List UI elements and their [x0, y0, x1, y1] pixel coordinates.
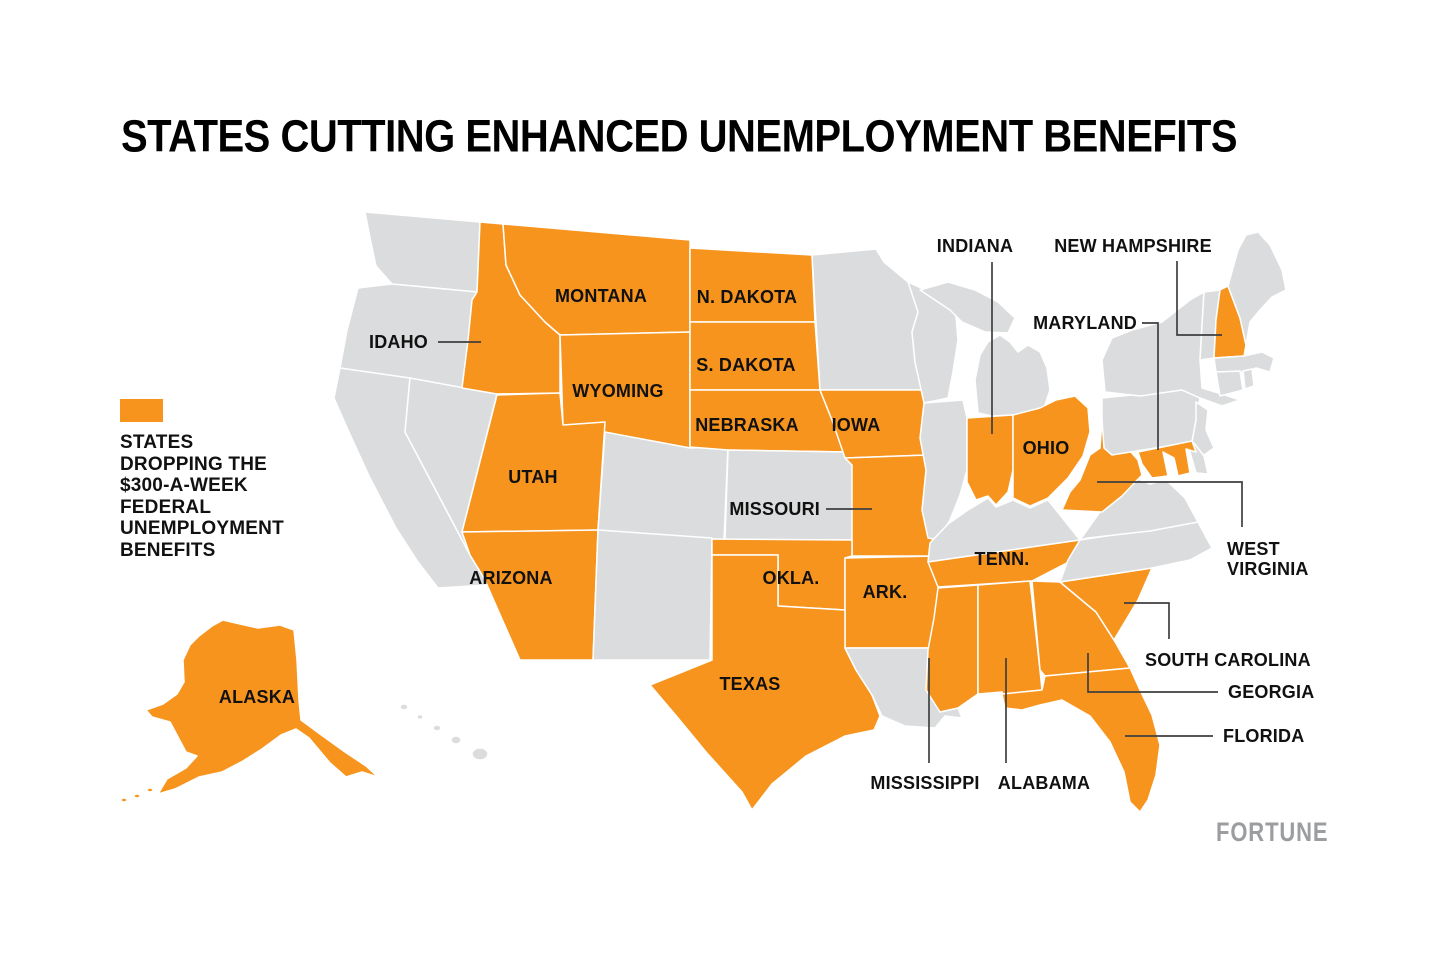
- state-indiana: [966, 414, 1014, 506]
- state-michigan: [974, 334, 1051, 417]
- state-kansas: [724, 449, 857, 541]
- label-nebraska: NEBRASKA: [695, 415, 799, 435]
- state-alaska-aleutian-2: [133, 793, 141, 799]
- label-utah: UTAH: [508, 467, 558, 487]
- state-alaska-aleutian-3: [120, 797, 128, 803]
- label-alaska: ALASKA: [218, 687, 296, 707]
- leader-new-hampshire: [1176, 261, 1222, 336]
- label-south-dakota: S. DAKOTA: [696, 355, 796, 375]
- label-arkansas: ARK.: [862, 582, 908, 602]
- state-rhode-island: [1242, 368, 1255, 390]
- label-georgia: GEORGIA: [1228, 682, 1315, 702]
- state-shapes: [120, 211, 1287, 813]
- leader-lines: [438, 261, 1243, 763]
- label-arizona: ARIZONA: [469, 568, 553, 588]
- legend-swatch: [120, 399, 163, 422]
- label-mississippi: MISSISSIPPI: [870, 773, 980, 793]
- state-arizona: [461, 529, 599, 661]
- leader-south-carolina: [1124, 602, 1170, 639]
- label-alabama: ALABAMA: [997, 773, 1091, 793]
- legend: STATES DROPPING THE $300-A-WEEK FEDERAL …: [120, 399, 330, 561]
- state-hawaii-island-1: [399, 703, 409, 711]
- state-new-mexico: [592, 529, 713, 661]
- label-ohio: OHIO: [1022, 438, 1070, 458]
- legend-label: STATES DROPPING THE $300-A-WEEK FEDERAL …: [120, 432, 284, 561]
- label-missouri: MISSOURI: [729, 499, 820, 519]
- state-hawaii-island-4: [450, 735, 462, 745]
- state-maine: [1227, 231, 1287, 346]
- label-florida: FLORIDA: [1223, 726, 1305, 746]
- state-washington: [364, 211, 481, 293]
- label-new-hampshire: NEW HAMPSHIRE: [1054, 236, 1212, 256]
- state-new-york: [1101, 291, 1241, 407]
- page-title: STATES CUTTING ENHANCED UNEMPLOYMENT BEN…: [121, 111, 1238, 162]
- leader-west-virginia: [1097, 481, 1243, 527]
- label-west-virginia: WEST VIRGINIA: [1227, 539, 1309, 579]
- state-north-dakota: [689, 247, 816, 323]
- fortune-logo: FORTUNE: [1216, 817, 1329, 848]
- state-florida: [1001, 667, 1161, 813]
- leader-maryland: [1142, 322, 1159, 450]
- state-hawaii-island-2: [416, 713, 424, 721]
- state-alaska-aleutian-1: [146, 787, 154, 793]
- label-maryland: MARYLAND: [1033, 313, 1137, 333]
- label-wyoming: WYOMING: [572, 381, 664, 401]
- label-tennessee: TENN.: [974, 549, 1030, 569]
- label-oklahoma: OKLA.: [762, 568, 820, 588]
- label-south-carolina: SOUTH CAROLINA: [1145, 650, 1311, 670]
- state-tennessee: [927, 539, 1085, 588]
- leader-georgia: [1087, 653, 1218, 693]
- state-texas: [649, 554, 881, 811]
- state-hawaii-island-3: [432, 724, 442, 732]
- state-alaska: [145, 619, 379, 795]
- label-iowa: IOWA: [831, 415, 881, 435]
- state-maryland: [1137, 440, 1197, 479]
- label-texas: TEXAS: [719, 674, 781, 694]
- state-ohio: [1012, 395, 1091, 507]
- state-north-carolina: [1059, 521, 1213, 583]
- label-north-dakota: N. DAKOTA: [696, 287, 798, 307]
- label-idaho: IDAHO: [369, 332, 428, 352]
- state-hawaii-island-5: [471, 747, 489, 761]
- state-new-jersey: [1191, 401, 1215, 459]
- label-indiana: INDIANA: [936, 236, 1014, 256]
- state-connecticut: [1215, 370, 1244, 397]
- label-montana: MONTANA: [554, 286, 648, 306]
